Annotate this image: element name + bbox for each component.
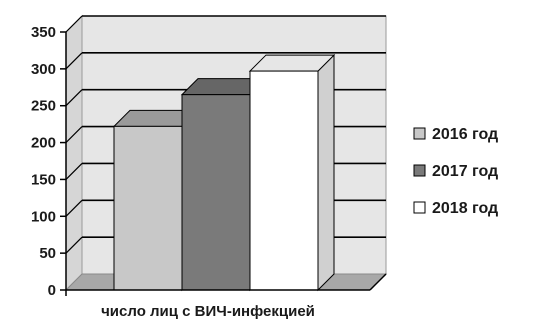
y-tick-label: 0 <box>48 282 56 299</box>
gridline-diag <box>65 163 83 180</box>
legend-label-2018 год: 2018 год <box>432 200 498 217</box>
y-tick-label: 150 <box>31 171 56 188</box>
bar-side-2018 год <box>317 53 335 292</box>
bar-2017 год <box>181 94 251 291</box>
legend-label-2017 год: 2017 год <box>432 163 498 180</box>
gridline-diag <box>65 199 83 217</box>
y-axis: 0 50 100 150 200 250 300 350 <box>31 24 67 299</box>
x-axis-depth-line <box>369 273 387 291</box>
gridline-diag <box>65 52 83 70</box>
legend-swatch-2017 год <box>413 164 426 177</box>
y-tick-label: 350 <box>31 24 56 41</box>
bar-2016 год <box>113 125 183 291</box>
y-tick-label: 200 <box>31 135 56 152</box>
bars <box>112 53 336 292</box>
gridline-diag <box>65 126 83 143</box>
legend-swatch-2018 год <box>413 201 426 214</box>
gridline-diag <box>65 15 83 33</box>
x-category-label: число лиц с ВИЧ-инфекцией <box>101 303 315 320</box>
bar-2018 год <box>249 70 319 291</box>
legend: 2016 год 2017 год 2018 год <box>413 126 498 217</box>
y-tick-label: 250 <box>31 98 56 115</box>
gridline-diag <box>65 236 83 254</box>
y-tick-label: 100 <box>31 208 56 225</box>
legend-swatch-2016 год <box>413 127 426 140</box>
legend-label-2016 год: 2016 год <box>432 126 498 143</box>
side-wall <box>65 14 83 292</box>
y-tick-label: 300 <box>31 61 56 78</box>
y-tick-label: 50 <box>39 245 56 262</box>
x-axis: число лиц с ВИЧ-инфекцией <box>65 273 387 320</box>
gridline-diag <box>65 89 83 107</box>
